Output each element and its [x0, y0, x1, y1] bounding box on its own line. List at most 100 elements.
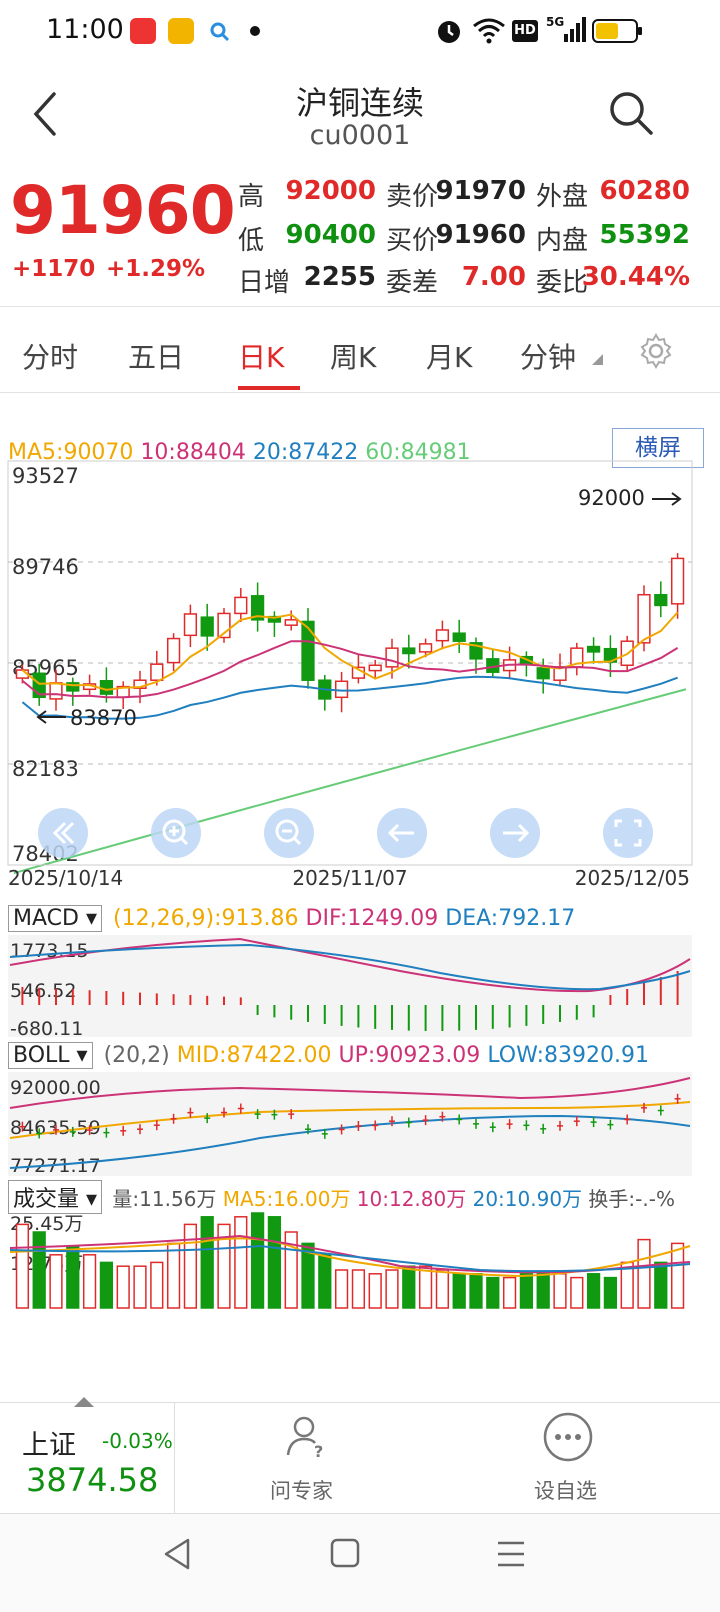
macd-dif: DIF:1249.09 — [305, 906, 439, 931]
date-tick-label: 2025/11/07 — [292, 866, 407, 890]
dea-line — [9, 943, 691, 991]
candle-body — [536, 667, 550, 680]
ma60-line — [13, 688, 687, 874]
candle-body — [166, 637, 181, 664]
candle-body — [267, 615, 282, 623]
volume-bar — [183, 1223, 198, 1309]
ma20-line — [21, 675, 678, 720]
alarm-icon — [438, 21, 460, 43]
quote-label: 买价 — [386, 226, 439, 256]
y-tick-label: 89746 — [12, 555, 79, 579]
quote-value: 60280 — [599, 176, 690, 206]
volume-selector[interactable]: 成交量 ▾ — [8, 1180, 103, 1214]
quote-label: 低 — [238, 226, 265, 256]
index-ticker[interactable]: 上证 -0.03% 3874.58 — [0, 1397, 175, 1513]
page-title: 沪铜连续 — [295, 84, 424, 122]
nav-recents-icon[interactable] — [494, 1538, 528, 1570]
y-tick-label: 82183 — [12, 757, 79, 781]
index-change: -0.03% — [102, 1429, 173, 1453]
candle-body — [217, 612, 231, 639]
volume-ma20: 20:10.90万 — [472, 1187, 583, 1211]
zoom-in-icon[interactable] — [151, 808, 201, 858]
candle-body — [32, 672, 46, 699]
boll-selector[interactable]: BOLL ▾ — [8, 1042, 93, 1069]
last-price: 91960 — [10, 172, 236, 249]
search-notification-icon — [210, 22, 230, 42]
ask-expert-button[interactable]: ? 问专家 — [236, 1403, 376, 1513]
candle-body — [200, 616, 214, 637]
tab-5[interactable]: 分钟 — [520, 341, 577, 374]
tab-4[interactable]: 月K — [426, 341, 473, 374]
candle-body — [402, 647, 416, 655]
divider — [0, 392, 720, 393]
candle-body — [234, 596, 248, 615]
candle-body — [334, 680, 349, 699]
volume-bar — [586, 1273, 601, 1309]
boll-y-tick: 77271.17 — [10, 1155, 101, 1177]
boll-params: (20,2) — [103, 1043, 170, 1068]
scroll-left-fast-icon[interactable] — [38, 808, 88, 858]
volume-bar — [351, 1269, 366, 1309]
volume-bar — [15, 1223, 30, 1309]
candle-body — [150, 663, 164, 681]
expert-person-icon: ? — [286, 1416, 323, 1461]
volume-bar — [502, 1276, 517, 1309]
signal-5g-icon: 5G — [546, 15, 586, 42]
volume-bar — [150, 1261, 164, 1309]
volume-legend: 成交量 ▾ 量:11.56万 MA5:16.00万 10:12.80万 20:1… — [8, 1180, 675, 1214]
date-tick-label: 2025/12/05 — [575, 866, 690, 890]
system-nav-bar — [0, 1514, 720, 1612]
quote-value: 91960 — [435, 220, 526, 250]
tab-1[interactable]: 五日 — [128, 341, 185, 374]
pan-left-icon[interactable] — [377, 808, 427, 858]
back-arrow-icon[interactable] — [30, 90, 60, 138]
pan-right-icon[interactable] — [490, 808, 540, 858]
nav-back-icon[interactable] — [160, 1536, 194, 1572]
candle-body — [452, 632, 466, 642]
boll-up: UP:90923.09 — [338, 1043, 481, 1068]
boll-y-tick: 92000.00 — [10, 1077, 101, 1099]
candle-body — [66, 682, 80, 692]
wifi-icon — [473, 18, 505, 44]
add-watchlist-button[interactable]: 设自选 — [500, 1403, 640, 1513]
tab-0[interactable]: 分时 — [22, 341, 79, 374]
expand-up-triangle-icon[interactable] — [72, 1395, 96, 1409]
search-icon[interactable] — [606, 88, 656, 138]
clock: 11:00 — [46, 14, 124, 45]
fullscreen-icon[interactable] — [603, 808, 653, 858]
quote-value: 30.44% — [581, 262, 690, 292]
quote-value: 2255 — [303, 262, 376, 292]
volume-bar — [66, 1246, 80, 1309]
zoom-out-icon[interactable] — [264, 808, 314, 858]
candle-body — [301, 620, 315, 681]
quote-value: 90400 — [285, 220, 376, 250]
watchlist-label: 设自选 — [534, 1479, 597, 1503]
volume-ma10: 10:12.80万 — [356, 1187, 467, 1211]
tab-3[interactable]: 周K — [330, 341, 377, 374]
turnover: 换手:-.-% — [588, 1187, 675, 1211]
quote-label: 内盘 — [536, 226, 589, 256]
volume-bar — [637, 1238, 651, 1309]
macd-selector[interactable]: MACD ▾ — [8, 905, 102, 932]
quote-label: 高 — [238, 182, 265, 212]
expert-label: 问专家 — [270, 1479, 333, 1503]
settings-gear-icon[interactable] — [638, 333, 674, 369]
volume-bar — [469, 1273, 483, 1309]
volume-bar — [385, 1269, 399, 1309]
app-notification-icon — [168, 18, 194, 44]
volume-name: 成交量 — [13, 1187, 80, 1212]
tab-2[interactable]: 日K — [238, 341, 285, 374]
volume-bar — [49, 1254, 63, 1309]
candle-body — [637, 593, 651, 644]
boll-mid-line — [9, 1101, 691, 1139]
candle-body — [49, 682, 63, 700]
high-arrow-icon — [652, 492, 682, 506]
vol-ma20-line — [9, 1244, 691, 1273]
ma5-line — [21, 611, 679, 691]
quote-label: 外盘 — [536, 182, 589, 212]
boll-up-line — [9, 1077, 691, 1109]
quote-label: 委差 — [386, 268, 439, 298]
nav-home-icon[interactable] — [328, 1536, 362, 1570]
boll-low: LOW:83920.91 — [487, 1043, 649, 1068]
kline-chart[interactable]: 935278974685965821837840292000838702025/… — [0, 455, 720, 895]
